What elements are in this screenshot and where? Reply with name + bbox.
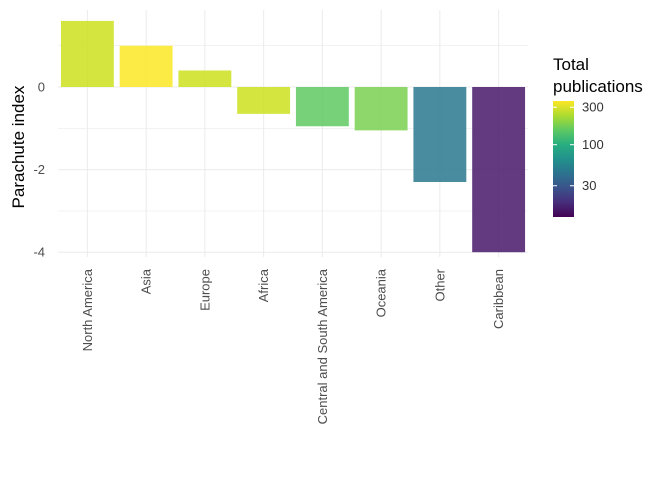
- bar-europe: [178, 70, 232, 87]
- bar-central-and-south-america: [295, 87, 349, 127]
- colorbar-ticks: 300 100 30: [553, 100, 604, 193]
- y-tick-label: 0: [38, 80, 45, 95]
- y-axis-ticks: -4 -2 0: [33, 80, 45, 260]
- y-tick-label: -2: [33, 162, 45, 177]
- bar-asia: [119, 45, 173, 87]
- x-tick-label: Europe: [197, 269, 212, 311]
- bar-caribbean: [472, 87, 526, 253]
- x-axis-ticks: North America Asia Europe Africa Central and…: [80, 268, 506, 424]
- legend-title-line1: Total: [553, 55, 589, 74]
- colorbar-tick-label: 300: [582, 100, 604, 115]
- x-tick-label: Central and South America: [315, 268, 330, 424]
- x-tick-label: Other: [432, 268, 447, 301]
- x-tick-label: North America: [80, 268, 95, 351]
- bar-africa: [237, 87, 291, 114]
- colorbar-tick-label: 30: [582, 178, 596, 193]
- legend: Total publications 300 100 30: [553, 55, 643, 217]
- bars: [60, 20, 526, 253]
- x-tick-label: Caribbean: [491, 269, 506, 329]
- x-tick-label: Oceania: [374, 268, 389, 317]
- y-axis-title: Parachute index: [9, 85, 28, 208]
- x-tick-label: Africa: [256, 268, 271, 302]
- colorbar-tick-label: 100: [582, 137, 604, 152]
- colorbar: [553, 101, 574, 217]
- bar-other: [413, 87, 467, 182]
- y-tick-label: -4: [33, 245, 45, 260]
- bar-oceania: [354, 87, 408, 131]
- bar-north-america: [60, 20, 114, 88]
- x-tick-label: Asia: [139, 268, 154, 294]
- legend-title-line2: publications: [553, 77, 643, 96]
